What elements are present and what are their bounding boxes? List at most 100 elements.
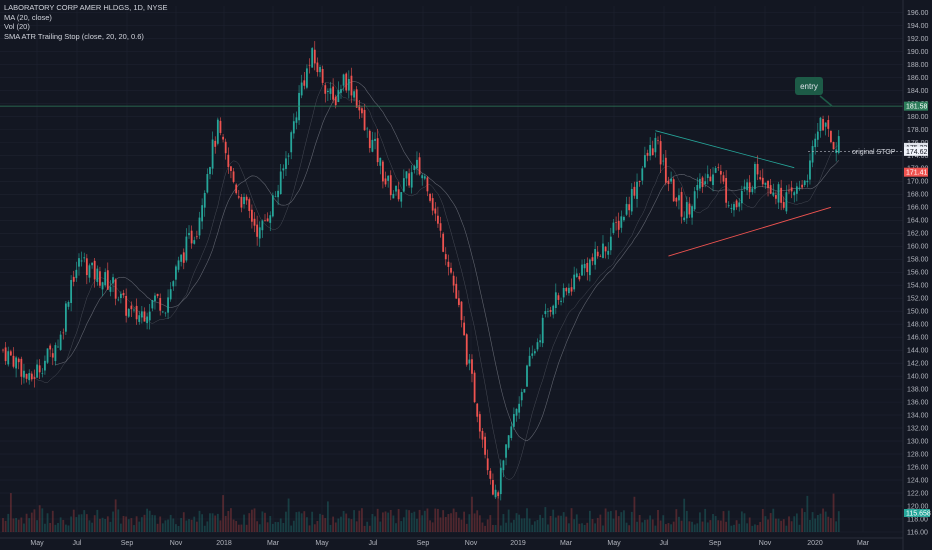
candle-body bbox=[392, 193, 395, 199]
y-tick-label: 190.00 bbox=[907, 49, 929, 56]
volume-bar bbox=[350, 519, 353, 532]
volume-bar bbox=[696, 523, 699, 532]
volume-bar bbox=[429, 520, 431, 532]
volume-bar bbox=[251, 509, 253, 532]
candle-body bbox=[638, 180, 641, 182]
volume-bar bbox=[759, 521, 762, 532]
candle-body bbox=[489, 470, 492, 479]
candle-body bbox=[7, 351, 10, 365]
volume-bar bbox=[644, 519, 646, 532]
volume-bar bbox=[15, 517, 17, 532]
candle-body bbox=[340, 89, 342, 93]
volume-bar bbox=[683, 498, 686, 532]
volume-bar bbox=[405, 509, 408, 532]
volume-bar bbox=[2, 518, 4, 532]
volume-bar bbox=[822, 508, 824, 532]
volume-bar bbox=[366, 521, 369, 532]
candle-body bbox=[513, 414, 515, 427]
volume-bar bbox=[444, 517, 447, 532]
volume-bar bbox=[528, 518, 531, 532]
volume-bar bbox=[743, 513, 746, 532]
candle-body bbox=[285, 158, 287, 169]
candle-body bbox=[641, 168, 644, 181]
volume-bar bbox=[421, 515, 424, 532]
volume-bar bbox=[51, 510, 54, 532]
y-tick-label: 140.00 bbox=[907, 374, 929, 381]
candle-body bbox=[790, 187, 793, 192]
volume-bar bbox=[371, 513, 374, 532]
volume-bar bbox=[36, 520, 38, 532]
candle-body bbox=[182, 252, 185, 263]
candle-body bbox=[148, 311, 151, 321]
chart-legend: LABORATORY CORP AMER HLDGS, 1D, NYSE MA … bbox=[4, 3, 168, 41]
symbol-title[interactable]: LABORATORY CORP AMER HLDGS, 1D, NYSE bbox=[4, 3, 168, 12]
volume-bar bbox=[691, 521, 693, 532]
volume-bar bbox=[630, 511, 633, 532]
candle-body bbox=[630, 189, 633, 212]
volume-indicator-label[interactable]: Vol (20) bbox=[4, 22, 30, 31]
y-tick-label: 188.00 bbox=[907, 62, 929, 69]
candle-body bbox=[70, 279, 73, 303]
volume-bar bbox=[659, 520, 662, 532]
y-tick-label: 186.00 bbox=[907, 75, 929, 82]
candle-body bbox=[636, 181, 638, 199]
volume-bar bbox=[541, 517, 544, 532]
sma-atr-indicator-label[interactable]: SMA ATR Trailing Stop (close, 20, 20, 0.… bbox=[4, 31, 144, 41]
volume-bar bbox=[788, 516, 790, 532]
candle-body bbox=[133, 309, 135, 311]
y-tick-label: 150.00 bbox=[907, 309, 929, 316]
volume-bar bbox=[127, 519, 130, 532]
sma-atr-line bbox=[29, 82, 839, 480]
volume-bar bbox=[426, 508, 429, 532]
candle-body bbox=[492, 480, 494, 495]
candle-body bbox=[230, 166, 232, 171]
volume-bar bbox=[159, 516, 162, 532]
volume-bar bbox=[20, 517, 23, 532]
candle-body bbox=[704, 181, 707, 185]
candle-body bbox=[575, 273, 578, 278]
candle-body bbox=[602, 243, 604, 258]
volume-bar bbox=[334, 522, 337, 532]
volume-bar bbox=[340, 516, 342, 532]
volume-bar bbox=[161, 523, 164, 532]
candle-body bbox=[264, 220, 266, 221]
candle-body bbox=[122, 292, 125, 296]
candle-body bbox=[421, 175, 424, 179]
volume-bar bbox=[114, 499, 117, 532]
candle-body bbox=[581, 264, 583, 276]
volume-bar bbox=[437, 508, 439, 532]
volume-bar bbox=[33, 509, 36, 532]
volume-bar bbox=[513, 519, 515, 532]
candle-body bbox=[633, 186, 636, 196]
candle-body bbox=[693, 191, 696, 210]
volume-bar bbox=[169, 514, 172, 532]
volume-bar bbox=[468, 514, 471, 532]
volume-bar bbox=[384, 511, 387, 532]
candle-body bbox=[520, 392, 523, 401]
candle-body bbox=[109, 286, 112, 292]
candle-body bbox=[583, 263, 586, 269]
price-axis[interactable]: 196.00 194.00 192.00 190.00 188.00 186.00 184.… bbox=[902, 0, 929, 550]
candle-body bbox=[20, 358, 23, 377]
x-tick-label: Sep bbox=[121, 540, 134, 547]
volume-bar bbox=[109, 521, 112, 532]
candle-body bbox=[167, 297, 169, 313]
volume-bar bbox=[85, 514, 88, 532]
candle-body bbox=[714, 167, 717, 173]
candle-body bbox=[484, 436, 486, 455]
volume-bar bbox=[452, 508, 455, 532]
candle-body bbox=[358, 105, 361, 111]
ma-indicator-label[interactable]: MA (20, close) bbox=[4, 12, 52, 22]
candle-body bbox=[91, 262, 93, 266]
volume-bar bbox=[819, 513, 822, 532]
volume-bar bbox=[735, 520, 738, 532]
volume-bar bbox=[298, 511, 300, 532]
volume-bar bbox=[798, 524, 801, 532]
time-axis[interactable]: May Jul Sep Nov 2018 Mar May Jul Sep Nov 2019 Mar Ma… bbox=[0, 537, 903, 547]
candle-body bbox=[434, 208, 437, 214]
candle-body bbox=[536, 342, 539, 350]
volume-bar bbox=[552, 509, 555, 532]
volume-bar bbox=[177, 525, 180, 532]
